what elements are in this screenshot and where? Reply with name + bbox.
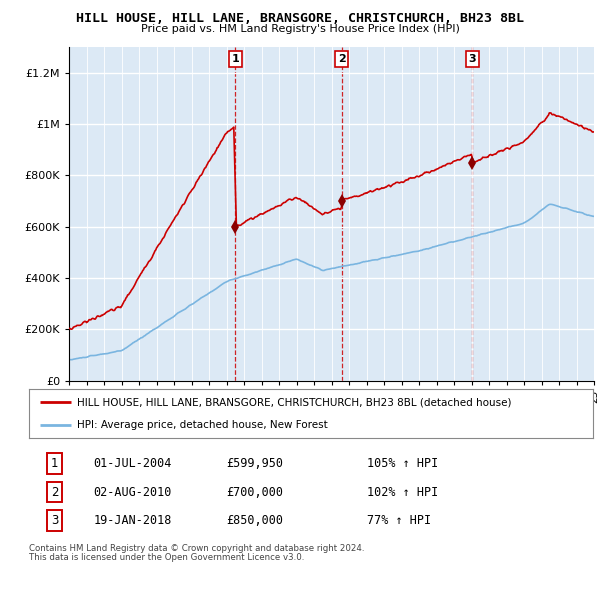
- Text: 3: 3: [469, 54, 476, 64]
- Text: 02-AUG-2010: 02-AUG-2010: [94, 486, 172, 499]
- Text: £599,950: £599,950: [226, 457, 283, 470]
- Text: 2: 2: [51, 486, 58, 499]
- Text: £850,000: £850,000: [226, 514, 283, 527]
- Text: 01-JUL-2004: 01-JUL-2004: [94, 457, 172, 470]
- Text: HILL HOUSE, HILL LANE, BRANSGORE, CHRISTCHURCH, BH23 8BL: HILL HOUSE, HILL LANE, BRANSGORE, CHRIST…: [76, 12, 524, 25]
- Text: 1: 1: [232, 54, 239, 64]
- Text: 105% ↑ HPI: 105% ↑ HPI: [367, 457, 439, 470]
- Text: 1: 1: [51, 457, 58, 470]
- Text: 19-JAN-2018: 19-JAN-2018: [94, 514, 172, 527]
- Text: This data is licensed under the Open Government Licence v3.0.: This data is licensed under the Open Gov…: [29, 553, 304, 562]
- Text: 3: 3: [51, 514, 58, 527]
- Text: 2: 2: [338, 54, 346, 64]
- Text: HPI: Average price, detached house, New Forest: HPI: Average price, detached house, New …: [77, 419, 328, 430]
- Text: Contains HM Land Registry data © Crown copyright and database right 2024.: Contains HM Land Registry data © Crown c…: [29, 544, 364, 553]
- Text: HILL HOUSE, HILL LANE, BRANSGORE, CHRISTCHURCH, BH23 8BL (detached house): HILL HOUSE, HILL LANE, BRANSGORE, CHRIST…: [77, 398, 511, 408]
- Text: 77% ↑ HPI: 77% ↑ HPI: [367, 514, 431, 527]
- Text: 102% ↑ HPI: 102% ↑ HPI: [367, 486, 439, 499]
- Text: £700,000: £700,000: [226, 486, 283, 499]
- Text: Price paid vs. HM Land Registry's House Price Index (HPI): Price paid vs. HM Land Registry's House …: [140, 24, 460, 34]
